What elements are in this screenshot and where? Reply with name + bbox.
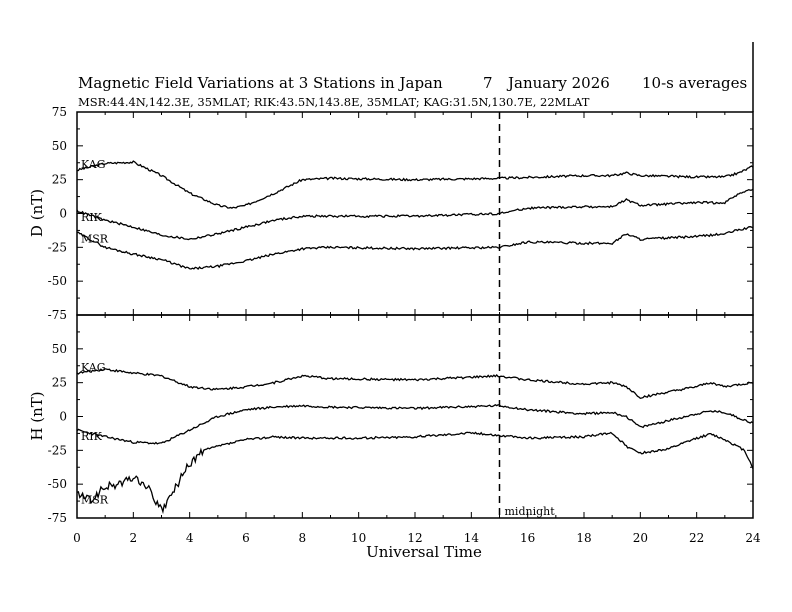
- x-tick-label: 14: [464, 531, 480, 545]
- y-tick-label: 25: [52, 376, 67, 390]
- series-lines: [76, 160, 754, 515]
- series-line-kag: [76, 368, 754, 400]
- y-tick-label: 75: [52, 105, 67, 119]
- x-tick-label: 4: [186, 531, 194, 545]
- panel-h-ylabel: H (nT): [28, 391, 46, 440]
- series-line-rik: [76, 404, 754, 445]
- y-tick-label: -75: [48, 511, 67, 525]
- series-label-msr: MSR: [81, 232, 109, 245]
- midnight-label: midnight: [505, 505, 556, 518]
- series-label-kag: KAG: [81, 158, 106, 171]
- series-line-kag: [76, 160, 754, 209]
- chart-date: January 2026: [506, 74, 610, 92]
- x-tick-label: 10: [351, 531, 366, 545]
- y-tick-label: -50: [48, 477, 67, 491]
- y-tick-label: -50: [48, 274, 67, 288]
- x-tick-label: 12: [407, 531, 422, 545]
- y-tick-label: 25: [52, 173, 67, 187]
- series-label-kag: KAG: [81, 361, 106, 374]
- x-tick-label: 18: [576, 531, 591, 545]
- series-label-rik: RIK: [81, 430, 103, 443]
- x-axis-label: Universal Time: [366, 543, 482, 561]
- y-tick-label: 0: [59, 410, 67, 424]
- panel-d-frame: [76, 111, 754, 316]
- y-tick-label: -25: [48, 240, 67, 254]
- chart-day: 7: [483, 74, 493, 92]
- panel-d-ylabel: D (nT): [28, 189, 46, 237]
- y-tick-label: 50: [52, 342, 67, 356]
- y-tick-label: -25: [48, 443, 67, 457]
- series-line-msr: [76, 226, 754, 270]
- series-label-msr: MSR: [81, 494, 109, 507]
- x-tick-label: 24: [745, 531, 761, 545]
- x-tick-label: 6: [242, 531, 250, 545]
- y-tick-label: 0: [59, 207, 67, 221]
- panel-h-frame: [76, 314, 754, 519]
- chart-averaging: 10-s averages: [642, 74, 747, 92]
- series-line-rik: [76, 188, 754, 241]
- x-tick-label: 16: [520, 531, 535, 545]
- axis-ticks: 0 2 4 6 8 10 12 14 16 18 20 22 247550250-25-50-75502…: [48, 105, 761, 545]
- x-tick-label: 22: [689, 531, 704, 545]
- chart-title: Magnetic Field Variations at 3 Stations …: [78, 74, 443, 92]
- y-tick-label: -75: [48, 308, 67, 322]
- stations-info: MSR:44.4N,142.3E, 35MLAT; RIK:43.5N,143.…: [78, 95, 590, 109]
- x-tick-label: 8: [299, 531, 307, 545]
- y-tick-label: 50: [52, 139, 67, 153]
- series-line-msr: [76, 431, 754, 515]
- x-tick-label: 20: [633, 531, 648, 545]
- x-tick-label: 2: [130, 531, 138, 545]
- series-label-rik: RIK: [81, 211, 103, 224]
- x-tick-label: 0: [73, 531, 81, 545]
- series-labels: KAG RIK MSR KAG RIK MSR: [81, 158, 109, 506]
